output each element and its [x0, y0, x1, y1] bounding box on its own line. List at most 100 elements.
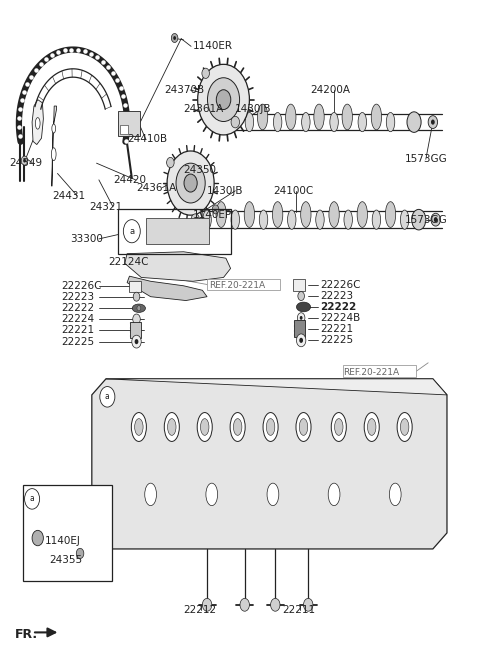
Ellipse shape: [335, 419, 343, 436]
Circle shape: [191, 214, 200, 225]
Bar: [118, 111, 140, 136]
Ellipse shape: [400, 419, 409, 436]
Ellipse shape: [297, 302, 311, 312]
Text: 24431: 24431: [52, 191, 85, 201]
Text: 24349: 24349: [10, 158, 43, 168]
Text: 24355: 24355: [49, 555, 83, 565]
Circle shape: [428, 116, 438, 128]
Circle shape: [184, 174, 197, 192]
Circle shape: [298, 312, 305, 323]
Circle shape: [431, 214, 440, 226]
Text: FR.: FR.: [15, 628, 38, 641]
Circle shape: [216, 90, 231, 109]
Text: 1140EJ: 1140EJ: [45, 536, 81, 546]
Circle shape: [32, 531, 43, 546]
Ellipse shape: [197, 413, 212, 441]
Text: REF.20-221A: REF.20-221A: [209, 281, 265, 290]
Ellipse shape: [344, 210, 352, 229]
Ellipse shape: [328, 483, 340, 506]
Polygon shape: [106, 379, 447, 395]
Text: 24370B: 24370B: [165, 85, 205, 95]
Circle shape: [21, 156, 28, 165]
Ellipse shape: [299, 419, 308, 436]
Bar: [23, 485, 112, 581]
Circle shape: [202, 68, 209, 79]
Text: 1140ER: 1140ER: [193, 41, 233, 51]
Text: 33300: 33300: [71, 234, 104, 244]
Ellipse shape: [168, 419, 176, 436]
Ellipse shape: [296, 413, 311, 441]
Text: 22221: 22221: [61, 325, 95, 335]
Ellipse shape: [301, 113, 310, 132]
Circle shape: [299, 338, 303, 343]
Text: 1573GG: 1573GG: [405, 155, 447, 164]
Circle shape: [171, 33, 178, 43]
Circle shape: [176, 163, 205, 203]
Ellipse shape: [329, 202, 339, 227]
Circle shape: [207, 78, 240, 122]
Ellipse shape: [134, 419, 143, 436]
Ellipse shape: [300, 202, 311, 227]
Text: 24100C: 24100C: [273, 186, 313, 196]
Ellipse shape: [206, 483, 217, 506]
Ellipse shape: [36, 118, 40, 129]
Bar: [207, 279, 280, 290]
Text: 22222: 22222: [61, 303, 95, 313]
Ellipse shape: [245, 113, 253, 132]
Ellipse shape: [389, 483, 401, 506]
Bar: [146, 218, 209, 244]
Text: 1140EP: 1140EP: [193, 210, 232, 219]
Bar: [131, 322, 141, 339]
Circle shape: [240, 599, 250, 611]
Polygon shape: [127, 276, 207, 301]
Text: 1573GG: 1573GG: [405, 215, 447, 225]
Circle shape: [133, 314, 140, 324]
Polygon shape: [125, 252, 230, 281]
Text: 22224: 22224: [61, 314, 95, 324]
Bar: [294, 320, 305, 337]
Ellipse shape: [357, 202, 368, 227]
Text: 24361A: 24361A: [183, 104, 224, 114]
Text: a: a: [129, 227, 134, 236]
Text: REF.20-221A: REF.20-221A: [344, 368, 400, 377]
Ellipse shape: [397, 413, 412, 441]
Text: 22225: 22225: [61, 337, 95, 346]
Polygon shape: [52, 106, 57, 186]
Ellipse shape: [368, 419, 376, 436]
Ellipse shape: [259, 210, 268, 229]
Circle shape: [133, 292, 140, 301]
Ellipse shape: [244, 202, 254, 227]
Ellipse shape: [400, 210, 409, 229]
Circle shape: [198, 64, 250, 135]
Text: 24361A: 24361A: [136, 183, 177, 193]
Ellipse shape: [288, 210, 296, 229]
Polygon shape: [92, 379, 447, 549]
Bar: [129, 280, 141, 292]
Ellipse shape: [331, 413, 346, 441]
Text: 22225: 22225: [320, 335, 353, 345]
Text: 22222: 22222: [320, 302, 356, 312]
Ellipse shape: [203, 210, 211, 229]
Circle shape: [434, 217, 438, 222]
Ellipse shape: [412, 210, 426, 230]
Circle shape: [271, 599, 280, 611]
Circle shape: [298, 291, 304, 301]
Text: a: a: [105, 392, 110, 402]
Ellipse shape: [263, 413, 278, 441]
Bar: [120, 124, 128, 134]
Circle shape: [137, 306, 141, 311]
Circle shape: [24, 489, 40, 509]
Ellipse shape: [286, 104, 296, 130]
Ellipse shape: [314, 104, 324, 130]
Ellipse shape: [330, 113, 338, 132]
Ellipse shape: [273, 202, 283, 227]
Circle shape: [100, 386, 115, 407]
Ellipse shape: [233, 419, 242, 436]
Ellipse shape: [266, 419, 275, 436]
Circle shape: [134, 339, 138, 344]
Circle shape: [173, 36, 176, 40]
Ellipse shape: [267, 483, 279, 506]
Text: 22226C: 22226C: [320, 280, 360, 290]
Circle shape: [212, 205, 219, 214]
Text: 22223: 22223: [61, 291, 95, 302]
